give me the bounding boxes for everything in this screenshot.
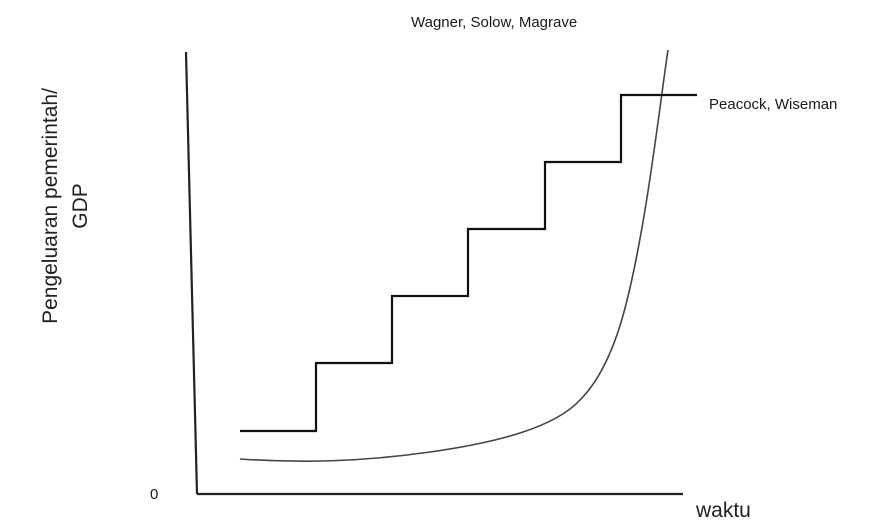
y-axis-label-line1: Pengeluaran pemerintah/ [39, 88, 62, 324]
peacock-step-line [240, 93, 697, 433]
y-axis [184, 51, 199, 495]
y-axis-label: Pengeluaran pemerintah/ GDP [36, 36, 96, 376]
step-label: Peacock, Wiseman [709, 96, 838, 113]
curve-label: Wagner, Solow, Magrave [411, 14, 578, 31]
y-axis-label-line2: GDP [69, 183, 92, 229]
x-axis-label: waktu [696, 499, 751, 522]
origin-label: 0 [150, 486, 159, 503]
wagner-curve [239, 49, 669, 462]
